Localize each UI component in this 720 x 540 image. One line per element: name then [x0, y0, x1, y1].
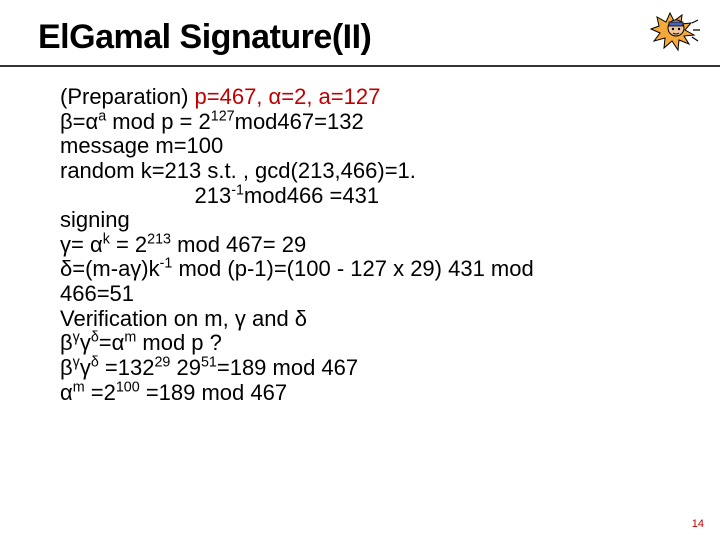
- body-line: βγγδ=αm mod p ?: [40, 331, 684, 356]
- body-line: δ=(m-aγ)k-1 mod (p-1)=(100 - 127 x 29) 4…: [40, 257, 684, 282]
- body-line: (Preparation) p=467, α=2, a=127: [40, 85, 684, 110]
- body-line: βγγδ =13229 2951=189 mod 467: [40, 356, 684, 381]
- body-line: γ= αk = 2213 mod 467= 29: [40, 233, 684, 258]
- line-text: 466=51: [60, 282, 134, 307]
- body-line: 213-1mod466 =431: [40, 184, 684, 209]
- slide-number: 14: [692, 518, 704, 530]
- slide-title: ElGamal Signature(II): [38, 18, 690, 57]
- line-text: signing: [60, 208, 130, 233]
- line-text: δ=(m-aγ)k-1 mod (p-1)=(100 - 127 x 29) 4…: [60, 257, 534, 282]
- line-text: random k=213 s.t. , gcd(213,466)=1.: [60, 159, 416, 184]
- title-bar: ElGamal Signature(II): [0, 0, 720, 67]
- line-text: γ= αk = 2213 mod 467= 29: [60, 233, 306, 258]
- line-text: (Preparation) p=467, α=2, a=127: [60, 85, 380, 110]
- body-line: message m=100: [40, 134, 684, 159]
- body-line: Verification on m, γ and δ: [40, 307, 684, 332]
- line-text: βγγδ =13229 2951=189 mod 467: [60, 356, 358, 381]
- burst-icon: [651, 13, 700, 50]
- corner-icon: [644, 8, 702, 58]
- body-line: αm =2100 =189 mod 467: [40, 381, 684, 406]
- body-line: 466=51: [40, 282, 684, 307]
- line-text: message m=100: [60, 134, 223, 159]
- line-text: β=αa mod p = 2127mod467=132: [60, 110, 364, 135]
- body-line: random k=213 s.t. , gcd(213,466)=1.: [40, 159, 684, 184]
- body-line: signing: [40, 208, 684, 233]
- body-line: β=αa mod p = 2127mod467=132: [40, 110, 684, 135]
- slide-body: (Preparation) p=467, α=2, a=127β=αa mod …: [0, 85, 720, 405]
- line-text: 213-1mod466 =431: [60, 184, 379, 209]
- line-text: Verification on m, γ and δ: [60, 307, 307, 332]
- line-text: αm =2100 =189 mod 467: [60, 381, 287, 406]
- line-text: βγγδ=αm mod p ?: [60, 331, 222, 356]
